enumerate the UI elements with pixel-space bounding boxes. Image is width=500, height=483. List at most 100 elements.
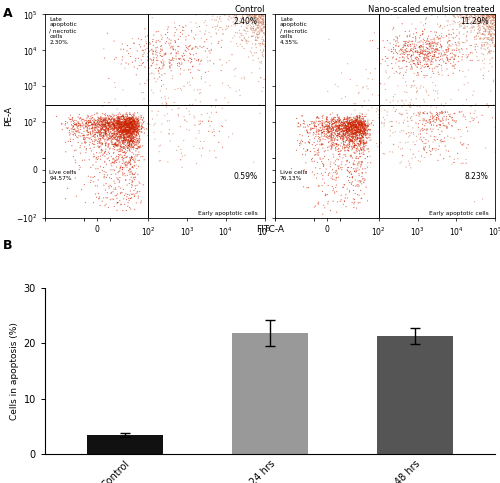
Point [125,197,133,204]
Point [476,11,484,19]
Point [68,121,76,128]
Point [130,130,138,138]
Point [418,47,426,55]
Point [360,144,368,152]
Point [312,151,320,158]
Point [361,132,369,140]
Point [416,44,424,52]
Point [129,131,137,139]
Point [134,123,142,130]
Point [109,158,117,166]
Point [86,118,94,126]
Point [158,45,166,53]
Point [82,120,90,128]
Point [121,121,129,128]
Point [400,51,408,58]
Point [354,134,362,142]
Point [359,120,367,128]
Point [112,140,120,147]
Point [174,105,182,113]
Point [117,189,125,197]
Point [327,127,335,135]
Point [336,129,344,137]
Point [478,30,486,38]
Point [333,126,341,133]
Point [466,49,474,57]
Point [120,131,128,139]
Point [252,16,260,24]
Point [464,15,472,23]
Point [369,117,377,125]
Point [132,124,140,132]
Point [101,122,109,130]
Point [340,123,348,130]
Point [344,128,352,136]
Point [206,57,214,65]
Point [430,51,438,58]
Point [326,131,334,139]
Point [436,21,444,29]
Point [94,129,102,137]
Point [212,96,220,104]
Point [114,111,122,118]
Point [242,30,250,38]
Point [332,123,340,130]
Point [96,125,104,133]
Point [122,125,130,133]
Point [326,120,334,128]
Point [340,125,348,132]
Point [172,38,179,45]
Point [423,51,431,58]
Point [429,47,437,55]
Point [332,167,340,174]
Point [430,133,438,141]
Point [239,19,247,27]
Point [450,51,458,58]
Point [330,115,338,123]
Point [353,117,361,125]
Point [129,164,137,171]
Point [427,36,435,43]
Point [112,141,120,148]
Point [482,25,490,33]
Point [128,125,136,132]
Point [252,18,260,26]
Point [312,127,320,135]
Point [392,40,400,48]
Point [129,138,137,145]
Point [121,115,129,123]
Point [422,86,430,94]
Point [348,129,356,137]
Point [344,116,351,124]
Point [419,50,427,58]
Point [313,151,321,159]
Point [96,115,104,123]
Point [482,39,490,46]
Point [344,168,352,175]
Point [326,133,334,141]
Point [480,15,488,23]
Point [110,143,118,151]
Point [340,127,348,135]
Point [120,119,128,127]
Point [192,11,200,19]
Point [130,39,138,47]
Point [429,36,437,43]
Point [127,173,135,181]
Point [255,40,263,47]
Point [121,120,129,128]
Point [300,118,308,126]
Point [145,136,153,143]
Point [66,130,74,138]
Point [114,118,122,126]
Point [116,119,124,127]
Point [438,52,446,60]
Point [122,124,130,132]
Point [438,65,446,72]
Point [128,120,136,128]
Point [366,159,374,167]
Point [334,117,342,125]
Point [356,150,364,158]
Point [357,127,365,134]
Point [368,90,376,98]
